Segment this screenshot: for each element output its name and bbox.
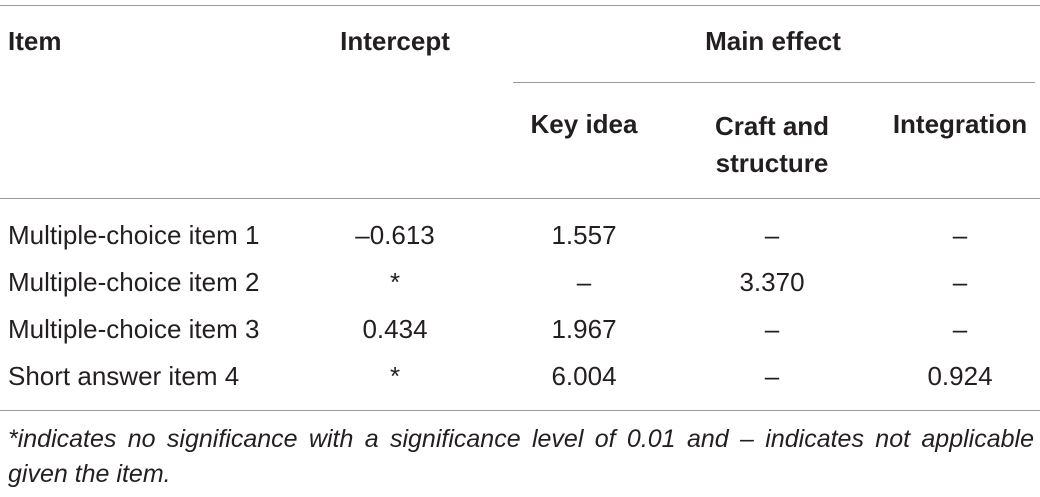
- footnote: *indicates no significance with a signif…: [8, 425, 1034, 488]
- header-cell: Main effect: [705, 26, 841, 56]
- value-cell: 1.967: [551, 314, 617, 344]
- value-cell: 6.004: [551, 361, 617, 391]
- value-cell: –0.613: [355, 220, 435, 250]
- header-cell: Intercept: [340, 26, 450, 56]
- value-cell: 3.370: [739, 267, 805, 297]
- bottom-rule: [0, 410, 1040, 411]
- value-cell: –: [764, 220, 780, 250]
- value-cell: *: [389, 267, 401, 297]
- value-cell: –: [952, 267, 968, 297]
- item-cell: Short answer item 4: [8, 361, 240, 391]
- item-cell: Multiple-choice item 3: [8, 314, 260, 344]
- item-cell: Multiple-choice item 1: [8, 220, 260, 250]
- value-cell: 1.557: [551, 220, 617, 250]
- value-cell: –: [952, 314, 968, 344]
- top-rule: [0, 5, 1040, 6]
- group-rule: [513, 82, 1035, 83]
- item-cell: Multiple-choice item 2: [8, 267, 260, 297]
- value-cell: 0.434: [362, 314, 428, 344]
- subheader-cell: Craft and structure: [714, 111, 830, 178]
- header-cell: Item: [8, 26, 62, 56]
- header-rule: [0, 198, 1040, 199]
- value-cell: *: [389, 361, 401, 391]
- value-cell: –: [764, 314, 780, 344]
- value-cell: –: [576, 267, 592, 297]
- subheader-cell: Integration: [892, 109, 1028, 139]
- subheader-cell: Key idea: [530, 109, 638, 139]
- value-cell: 0.924: [927, 361, 993, 391]
- value-cell: –: [764, 361, 780, 391]
- value-cell: –: [952, 220, 968, 250]
